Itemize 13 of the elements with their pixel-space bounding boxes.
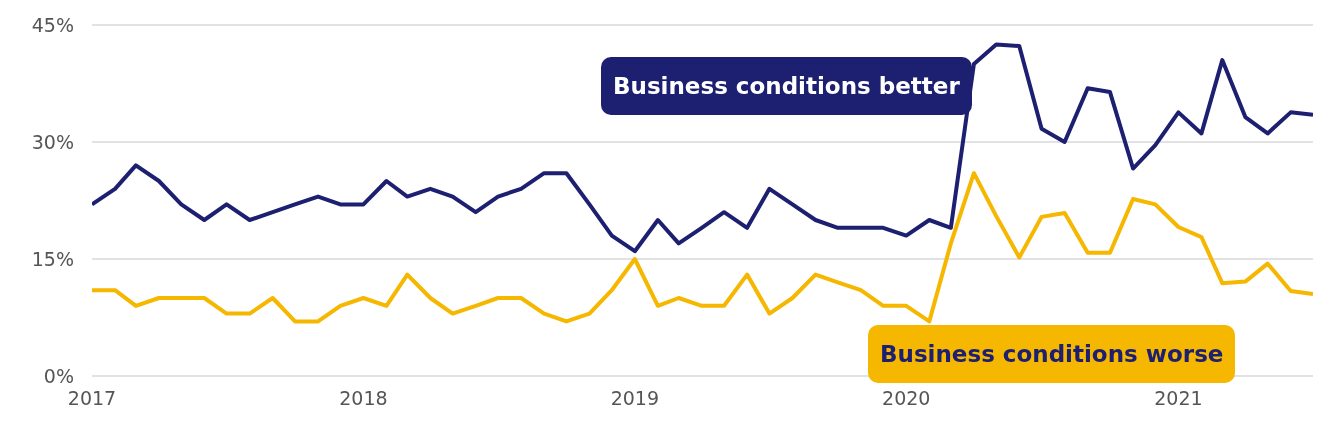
series-label: Business conditions worse (868, 325, 1236, 383)
line-series (92, 171, 1313, 324)
y-tick-label: 30% (31, 130, 74, 153)
x-tick-label: 2020 (882, 387, 931, 410)
y-tick-label: 0% (43, 364, 74, 387)
series-label: Business conditions better (601, 57, 972, 115)
y-tick-label: 45% (31, 13, 74, 36)
x-tick-label: 2018 (339, 387, 388, 410)
x-tick-label: 2017 (67, 387, 117, 410)
x-tick-label: 2019 (610, 387, 660, 410)
line-series (92, 42, 1313, 254)
y-tick-label: 15% (31, 247, 74, 270)
x-tick-label: 2021 (1154, 387, 1203, 410)
